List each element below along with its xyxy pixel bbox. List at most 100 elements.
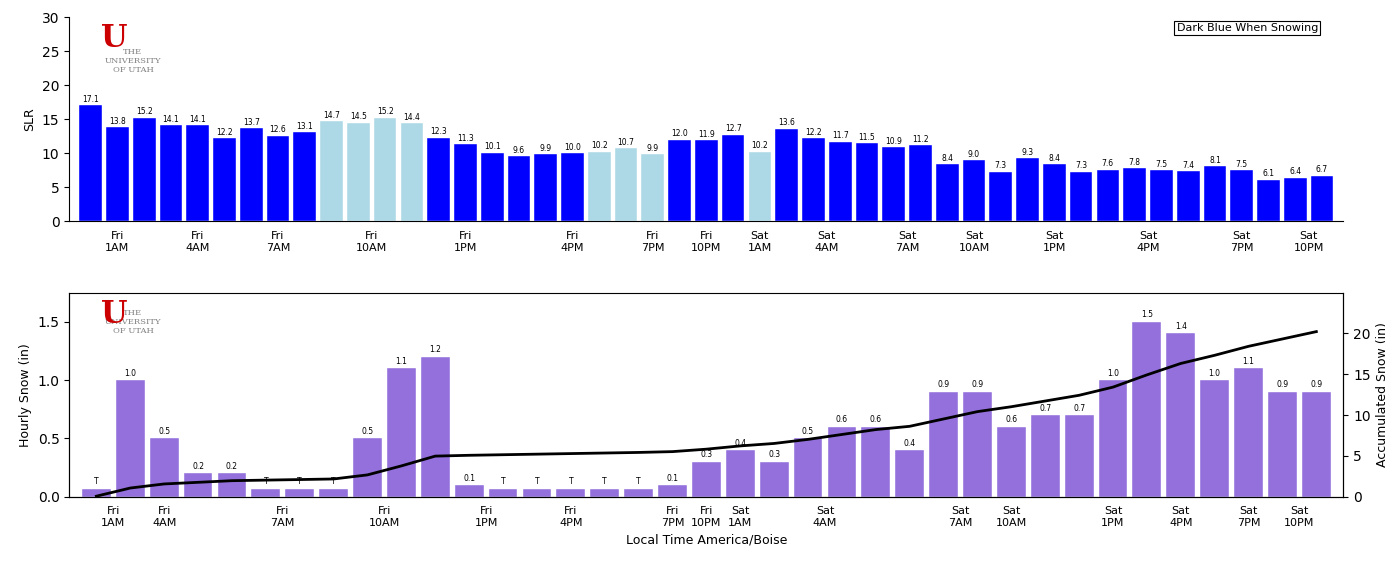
Bar — [641, 154, 665, 221]
Text: 13.6: 13.6 — [778, 118, 795, 127]
Text: 15.2: 15.2 — [377, 107, 393, 116]
Bar — [353, 439, 382, 497]
Bar — [285, 489, 314, 497]
Text: T: T — [94, 477, 98, 486]
Text: 8.4: 8.4 — [1048, 154, 1061, 163]
Bar — [1150, 170, 1173, 221]
Bar — [79, 105, 102, 221]
Text: 7.3: 7.3 — [1075, 161, 1087, 170]
Text: 0.4: 0.4 — [734, 439, 747, 448]
Bar — [386, 368, 415, 497]
Bar — [319, 489, 348, 497]
Bar — [658, 485, 687, 497]
Bar — [240, 128, 263, 221]
Text: 13.1: 13.1 — [296, 122, 313, 131]
Text: 0.2: 0.2 — [193, 462, 204, 471]
Text: 15.2: 15.2 — [136, 107, 152, 116]
Text: T: T — [331, 477, 337, 486]
Text: 14.4: 14.4 — [403, 113, 420, 122]
Bar — [1030, 415, 1060, 497]
Text: 10.2: 10.2 — [752, 142, 769, 151]
Text: 12.2: 12.2 — [216, 128, 233, 137]
Bar — [1269, 392, 1296, 497]
Bar — [421, 357, 450, 497]
Text: Dark Blue When Snowing: Dark Blue When Snowing — [1177, 23, 1319, 33]
Text: T: T — [636, 477, 641, 486]
Text: T: T — [568, 477, 573, 486]
Text: 0.9: 0.9 — [971, 380, 983, 389]
Bar — [428, 138, 450, 221]
Bar — [454, 144, 476, 221]
Bar — [522, 489, 551, 497]
Text: 14.1: 14.1 — [190, 115, 206, 124]
Text: 8.1: 8.1 — [1209, 156, 1222, 165]
Text: 0.7: 0.7 — [1073, 404, 1086, 413]
Y-axis label: SLR: SLR — [24, 107, 36, 131]
Bar — [668, 139, 691, 221]
Bar — [187, 125, 209, 221]
Bar — [1166, 333, 1195, 497]
Bar — [828, 142, 852, 221]
Y-axis label: Hourly Snow (in): Hourly Snow (in) — [19, 343, 32, 447]
Text: 0.3: 0.3 — [701, 451, 712, 460]
Text: 0.3: 0.3 — [769, 451, 780, 460]
Bar — [1201, 380, 1228, 497]
Text: 1.5: 1.5 — [1141, 311, 1152, 320]
Text: 0.1: 0.1 — [666, 474, 679, 482]
Text: 13.8: 13.8 — [109, 117, 126, 126]
Text: 14.7: 14.7 — [323, 111, 341, 120]
Text: 7.3: 7.3 — [994, 161, 1007, 170]
Bar — [587, 152, 611, 221]
Text: 7.6: 7.6 — [1102, 159, 1114, 168]
Bar — [82, 489, 111, 497]
Bar — [882, 147, 906, 221]
Text: 0.6: 0.6 — [870, 416, 882, 424]
Text: U: U — [101, 299, 127, 330]
Bar — [150, 439, 179, 497]
Bar — [997, 427, 1026, 497]
Bar — [861, 427, 891, 497]
Text: 7.5: 7.5 — [1155, 160, 1168, 169]
Text: 0.5: 0.5 — [802, 427, 814, 436]
Bar — [802, 138, 825, 221]
Text: 12.3: 12.3 — [431, 127, 447, 136]
Bar — [1123, 168, 1145, 221]
Text: 0.2: 0.2 — [226, 462, 238, 471]
Bar — [856, 143, 878, 221]
Bar — [348, 123, 370, 221]
Bar — [695, 140, 717, 221]
Bar — [1310, 176, 1334, 221]
Bar — [1069, 171, 1093, 221]
Bar — [989, 171, 1012, 221]
Bar — [1204, 166, 1226, 221]
Text: 12.7: 12.7 — [724, 124, 741, 134]
Text: 12.2: 12.2 — [805, 128, 821, 137]
Text: 6.7: 6.7 — [1316, 165, 1328, 174]
Bar — [1043, 164, 1065, 221]
Text: 14.1: 14.1 — [162, 115, 179, 124]
Bar — [320, 121, 343, 221]
Text: 6.4: 6.4 — [1289, 167, 1302, 176]
Bar — [159, 125, 183, 221]
Text: 0.4: 0.4 — [903, 439, 915, 448]
Text: U: U — [101, 23, 127, 54]
Text: 1.0: 1.0 — [1107, 369, 1119, 378]
Bar — [1097, 170, 1119, 221]
Text: T: T — [535, 477, 539, 486]
Text: 1.2: 1.2 — [429, 345, 442, 355]
Bar — [252, 489, 280, 497]
Text: 9.0: 9.0 — [968, 150, 981, 159]
Text: T: T — [501, 477, 506, 486]
Bar — [400, 123, 424, 221]
Bar — [895, 450, 924, 497]
Bar — [615, 148, 637, 221]
Text: 6.1: 6.1 — [1263, 170, 1274, 178]
Bar — [116, 380, 144, 497]
Bar — [213, 138, 235, 221]
Bar — [454, 485, 483, 497]
Text: 13.7: 13.7 — [242, 118, 260, 127]
Bar — [963, 160, 985, 221]
Text: 0.9: 0.9 — [938, 380, 950, 389]
Bar — [217, 473, 247, 497]
Text: 10.9: 10.9 — [885, 136, 902, 146]
